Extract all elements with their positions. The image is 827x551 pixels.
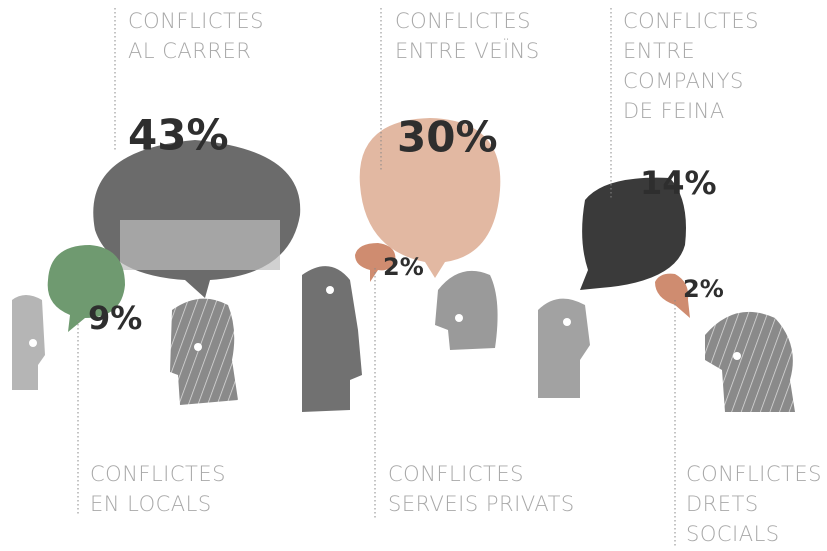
category-label: CONFLICTES [395, 9, 531, 33]
eye [326, 286, 334, 294]
photo-cars [120, 220, 280, 270]
bubbles [47, 118, 690, 332]
eye [455, 314, 463, 322]
head [302, 266, 362, 412]
percent-label: 14% [640, 164, 717, 202]
head [435, 270, 498, 350]
category-label: AL CARRER [128, 39, 251, 63]
head [705, 311, 795, 412]
category-label: CONFLICTES [128, 9, 264, 33]
bubble-work [580, 177, 686, 290]
head [12, 295, 45, 390]
bubble-street [93, 140, 301, 298]
category-label: DE FEINA [623, 99, 725, 123]
head [170, 298, 238, 405]
eyes [29, 286, 741, 360]
eye [733, 352, 741, 360]
eye [563, 318, 571, 326]
category-label: EN LOCALS [90, 492, 212, 516]
category-label: SERVEIS PRIVATS [388, 492, 575, 516]
percent-label: 30% [397, 113, 498, 162]
eye [29, 339, 37, 347]
percent-label: 2% [383, 253, 424, 281]
category-label: CONFLICTES [623, 9, 759, 33]
percent-label: 9% [88, 299, 142, 337]
category-label: COMPANYS [623, 69, 744, 93]
eye [194, 343, 202, 351]
bubble-locals [47, 245, 125, 332]
bubble-social [655, 273, 690, 318]
category-label: CONFLICTES [388, 462, 524, 486]
percent-label: 2% [683, 275, 724, 303]
heads [12, 266, 795, 412]
category-label: DRETS [686, 492, 759, 516]
labels: CONFLICTES AL CARRER 43% CONFLICTES ENTRE VE… [77, 8, 822, 548]
percent-label: 43% [128, 111, 229, 160]
category-label: CONFLICTES [686, 462, 822, 486]
category-label: CONFLICTES [90, 462, 226, 486]
bubble-private [355, 243, 396, 282]
head [538, 298, 590, 398]
bubble-neighbours [359, 118, 501, 278]
category-label: ENTRE VEÏNS [395, 37, 540, 63]
category-label: SOCIALS [686, 522, 780, 546]
category-label: ENTRE [623, 39, 695, 63]
